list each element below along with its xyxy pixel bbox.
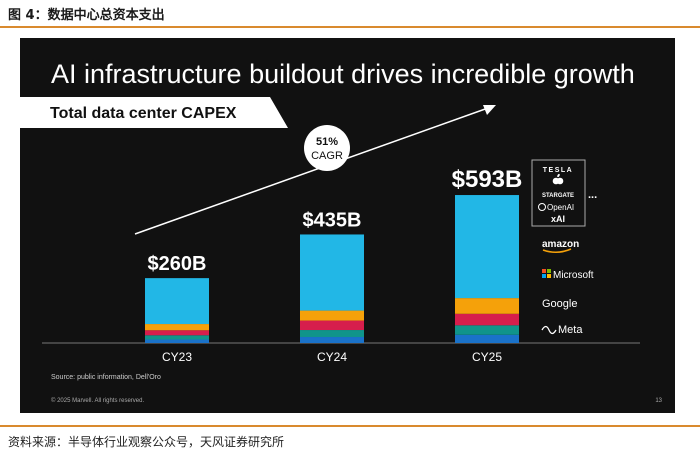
total-label-cy25: $593B xyxy=(452,166,523,193)
bar-cy25-other xyxy=(455,195,519,299)
meta-infinity-icon xyxy=(541,325,557,335)
x-tick-cy23: CY23 xyxy=(162,350,192,364)
growth-arrow-line xyxy=(134,107,489,235)
x-tick-labels: CY23 CY24 CY25 xyxy=(162,350,502,364)
tesla-logo: TESLA xyxy=(543,167,573,174)
openai-icon xyxy=(538,203,546,211)
bar-cy24-other xyxy=(300,234,364,311)
bar-cy24-amazon xyxy=(300,310,364,321)
total-label-cy23: $260B xyxy=(148,253,207,275)
legend-amazon: amazon xyxy=(542,239,579,250)
legend-microsoft: Microsoft xyxy=(553,270,594,281)
total-labels: $260B $435B $593B xyxy=(148,166,523,275)
legend: amazon Microsoft Google Meta xyxy=(541,239,594,336)
more-companies-ellipsis: ... xyxy=(588,189,597,201)
bar-cy23-google xyxy=(145,335,209,340)
bar-cy24-meta xyxy=(300,337,364,343)
bar-group xyxy=(145,195,519,343)
capex-chart: AI infrastructure buildout drives incred… xyxy=(20,59,663,404)
x-tick-cy24: CY24 xyxy=(317,350,347,364)
source-footnote: Source: public information, Dell'Oro xyxy=(51,374,161,381)
cagr-label: CAGR xyxy=(311,150,343,162)
legend-google: Google xyxy=(542,298,577,310)
legend-meta: Meta xyxy=(558,324,583,336)
copyright: © 2025 Marvell. All rights reserved. xyxy=(51,397,144,404)
amazon-smile-icon xyxy=(542,248,572,253)
bar-cy25-microsoft xyxy=(455,313,519,326)
x-tick-cy25: CY25 xyxy=(472,350,502,364)
bar-cy24-google xyxy=(300,330,364,338)
top-rule xyxy=(0,26,700,28)
bar-cy23-microsoft xyxy=(145,330,209,336)
openai-logo: OpenAI xyxy=(547,203,574,212)
bar-cy25-amazon xyxy=(455,298,519,314)
banner-background xyxy=(20,97,288,128)
bar-cy25-meta xyxy=(455,334,519,343)
banner-text: Total data center CAPEX xyxy=(50,105,237,122)
cagr-value: 51% xyxy=(316,136,338,148)
apple-icon xyxy=(552,173,564,185)
bar-cy24-microsoft xyxy=(300,320,364,331)
bar-cy23-amazon xyxy=(145,324,209,331)
cagr-circle xyxy=(304,125,350,171)
bar-cy23-other xyxy=(145,278,209,325)
microsoft-icon xyxy=(542,269,551,278)
other-companies-box xyxy=(531,159,586,227)
total-label-cy24: $435B xyxy=(303,209,362,231)
growth-arrow-head xyxy=(483,105,496,115)
stargate-logo: STARGATE xyxy=(542,193,574,199)
xai-logo: xAI xyxy=(551,214,565,224)
slide: AI infrastructure buildout drives incred… xyxy=(20,38,675,413)
slide-title: AI infrastructure buildout drives incred… xyxy=(51,59,635,89)
figure-source: 资料来源：半导体行业观察公众号，天风证券研究所 xyxy=(8,435,285,449)
figure-caption: 图 4：数据中心总资本支出 xyxy=(8,8,165,23)
bar-cy23-meta xyxy=(145,339,209,343)
page-number: 13 xyxy=(655,398,662,404)
bar-cy25-google xyxy=(455,325,519,335)
bottom-rule xyxy=(0,425,700,427)
